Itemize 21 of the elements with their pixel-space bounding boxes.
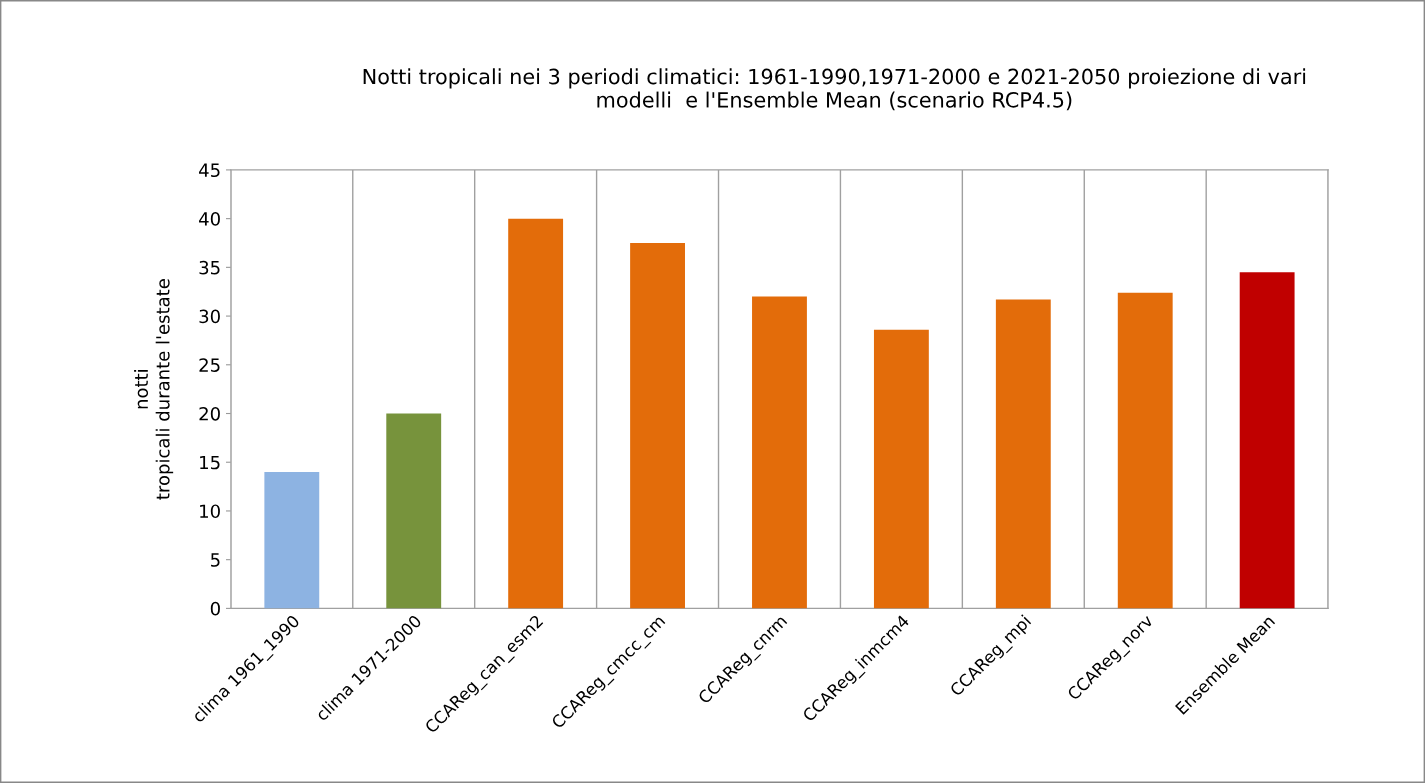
y-tick-label: 5 <box>211 553 220 567</box>
y-tick-label: 30 <box>199 309 220 324</box>
bar <box>1117 292 1173 609</box>
bar <box>1239 272 1295 609</box>
y-tick-label: 25 <box>199 358 220 372</box>
y-axis-title: notti tropicali durante l'estate <box>134 279 174 500</box>
y-tick-label: 20 <box>199 406 220 421</box>
bar <box>873 329 929 609</box>
bar <box>995 299 1051 609</box>
bar <box>264 471 320 609</box>
chart-title: Notti tropicali nei 3 periodi climatici: 1961-1990,1971-2000 e 2021-2050 proiezione di vari modelli e l'Ensemble Mean (scenario RCP4.5) <box>363 68 1306 111</box>
bar <box>386 413 442 609</box>
bar <box>508 218 564 609</box>
y-tick-label: 45 <box>199 163 220 178</box>
y-tick-label: 10 <box>200 504 220 519</box>
y-tick-label: 0 <box>210 601 220 616</box>
y-tick-label: 35 <box>199 260 220 275</box>
bar <box>630 242 685 609</box>
y-tick-label: 15 <box>200 455 220 470</box>
bar <box>752 296 807 609</box>
y-tick-label: 40 <box>199 212 220 226</box>
